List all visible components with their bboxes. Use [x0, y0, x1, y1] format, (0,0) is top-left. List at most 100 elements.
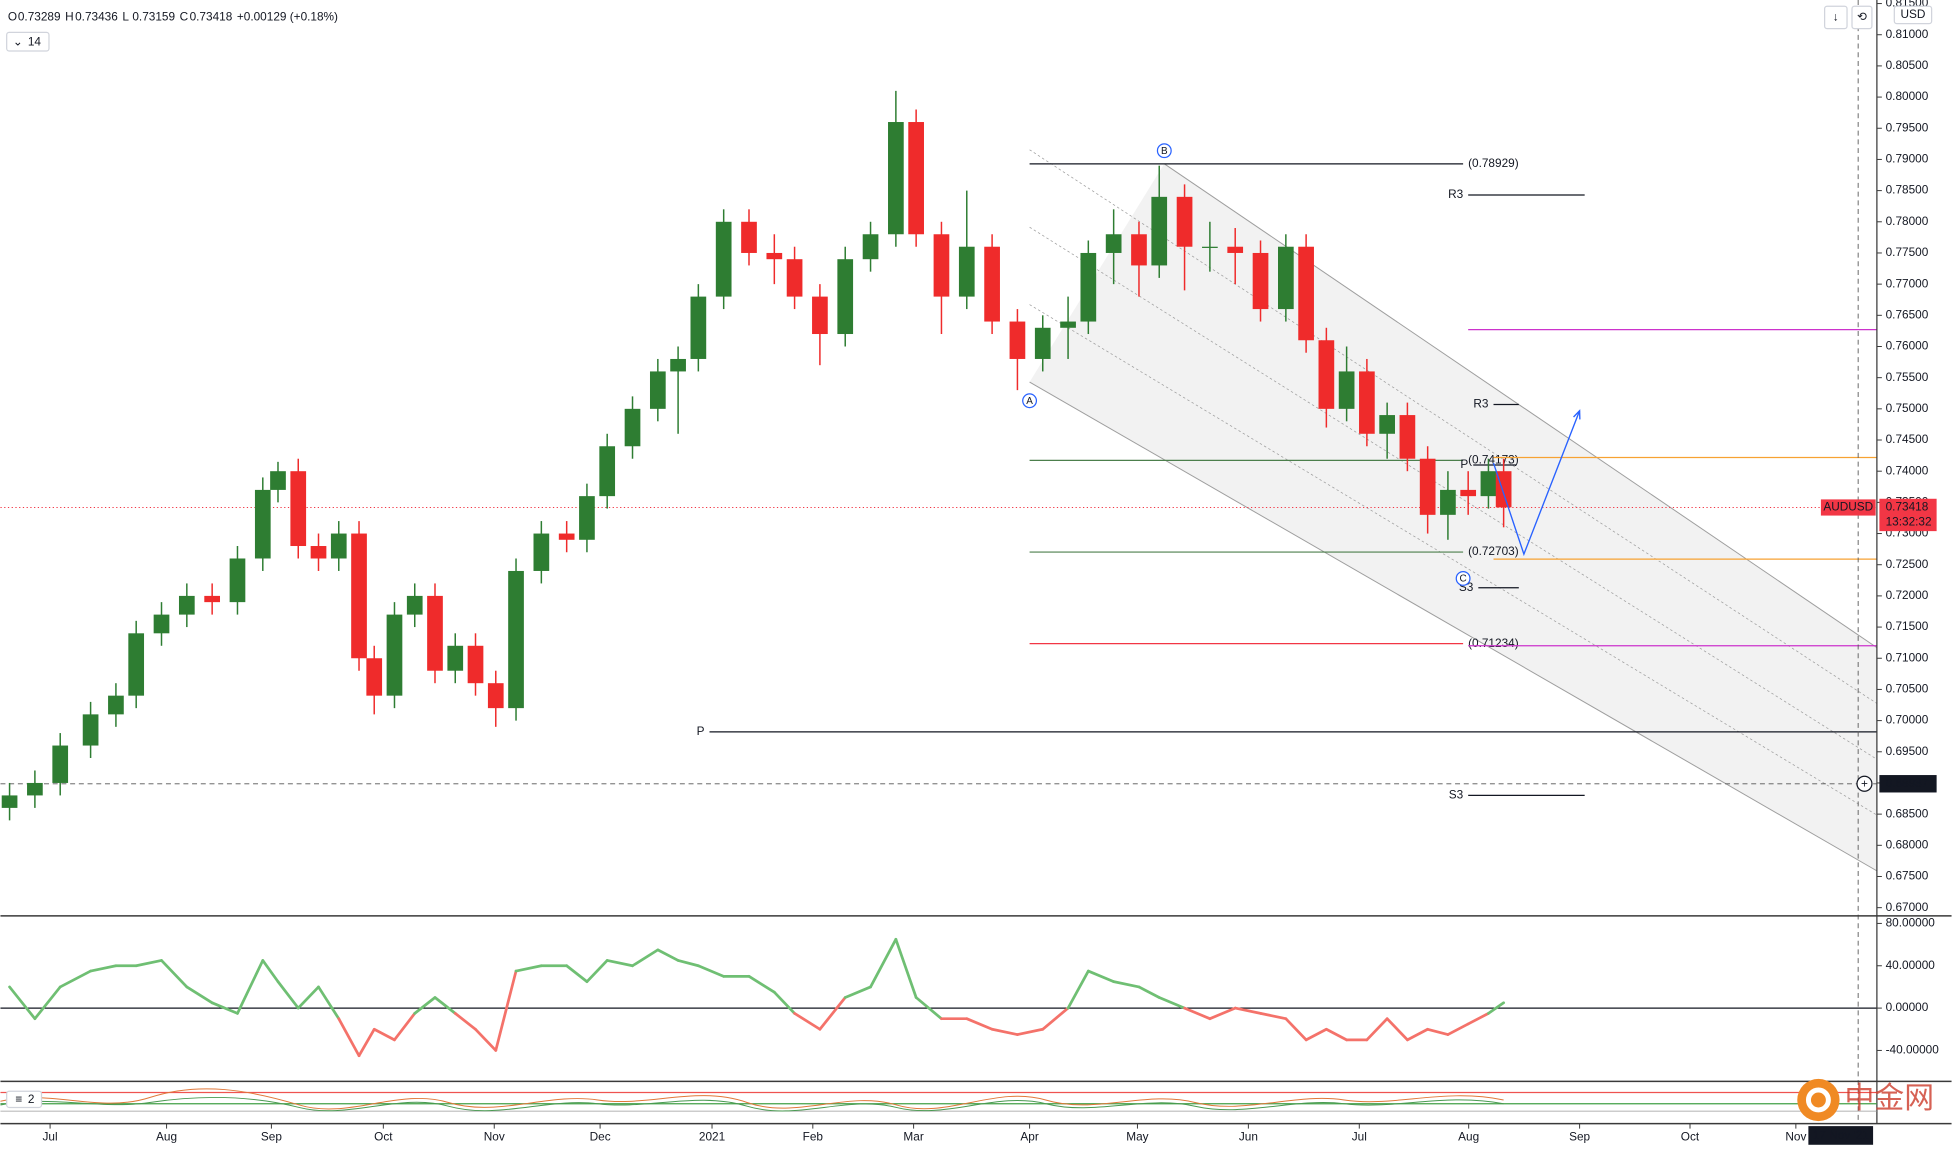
indicator-segment: [337, 1017, 361, 1058]
ohlc-value: 0.73159: [132, 10, 175, 24]
channel-layer: [1029, 149, 1878, 872]
y-tick-label: 0.79500: [1886, 120, 1929, 134]
ohlc-key: O: [8, 10, 17, 24]
level-label: S3: [1449, 788, 1464, 802]
projection-arrowhead: [1573, 409, 1581, 420]
level-label: P: [697, 724, 705, 738]
x-tick-label: May: [1126, 1129, 1148, 1143]
y-tick-label: 0.81000: [1886, 27, 1929, 41]
wave-label: B: [1161, 146, 1168, 157]
indicator-segment: [1137, 985, 1161, 999]
indicator-segment: [433, 996, 457, 1015]
indicator-segment: [1446, 1022, 1470, 1036]
candle-body: [1440, 489, 1456, 515]
indicator-segment: [276, 980, 300, 1010]
candle-body: [786, 259, 803, 297]
candle-body: [330, 533, 347, 559]
y-tick-label: 0.81500: [1886, 0, 1929, 10]
candle-body: [1277, 246, 1294, 310]
ohlc-value: 0.73418: [190, 10, 233, 24]
indicator-segment: [494, 969, 518, 1052]
candle-body: [1105, 234, 1122, 253]
x-tick-label: Aug: [1458, 1129, 1479, 1143]
candle-body: [153, 614, 170, 634]
levels-layer: (0.78929)R3R3(0.74173)P(0.72703)S3(0.712…: [0, 0, 1877, 1124]
indicator-segment: [210, 1001, 239, 1015]
candle-body: [888, 122, 904, 235]
candle-body: [52, 745, 69, 783]
crosshair-price-box: [1879, 775, 1937, 793]
watermark-logo: [1797, 1078, 1840, 1122]
candle-body: [812, 296, 828, 335]
y-tick-label: 0.75000: [1886, 401, 1929, 415]
indicator-segment: [317, 985, 341, 1021]
watermark: 中金网: [1845, 1082, 1935, 1115]
crosshair-date-label: 17 Nov '21: [1813, 1128, 1869, 1142]
indicator-segment: [1466, 1012, 1490, 1026]
candle-body: [741, 221, 757, 253]
y-tick-label: 0.68500: [1886, 806, 1929, 820]
indicator-segment: [631, 948, 660, 968]
indicator-y-tick-label: 40.00000: [1886, 958, 1936, 972]
indicator-segment: [89, 964, 118, 973]
crosshair-plus[interactable]: [1856, 775, 1873, 792]
indicator-segment: [1233, 1006, 1262, 1015]
x-tick-label: Jul: [1352, 1129, 1367, 1143]
candle-body: [1, 795, 18, 808]
indicator-segment: [990, 1027, 1019, 1036]
y-tick-label: 0.76500: [1886, 307, 1929, 321]
x-tick-label: 2021: [699, 1129, 725, 1143]
y-tick-label: 0.71000: [1886, 650, 1929, 664]
countdown: 13:32:32: [1886, 515, 1932, 529]
y-tick-label: 0.70000: [1886, 713, 1929, 727]
candle-body: [715, 221, 732, 297]
indicator-curve: [0, 1096, 1504, 1112]
candle-body: [366, 658, 383, 696]
candle-body: [1176, 196, 1193, 247]
candle-body: [649, 371, 666, 409]
candle-body: [1338, 371, 1355, 409]
candle-body: [1009, 321, 1026, 359]
indicator-segment: [696, 964, 726, 978]
y-tick-label: 0.71500: [1886, 619, 1929, 633]
currency-button[interactable]: [1893, 5, 1933, 25]
candle-body: [1151, 196, 1168, 266]
candle-body: [406, 595, 423, 615]
candle-body: [933, 234, 950, 297]
candle-body: [82, 714, 99, 746]
y-tick-label: 0.75500: [1886, 370, 1929, 384]
indicator-segment: [772, 990, 796, 1015]
last-price-box: [1879, 498, 1937, 532]
level-label: R3: [1448, 187, 1464, 201]
x-tick-label: Dec: [590, 1129, 611, 1143]
candle-body: [1080, 252, 1097, 322]
indicator-length: 14: [28, 34, 42, 48]
indicator-segment: [1208, 1006, 1237, 1021]
candle-body: [1460, 489, 1477, 497]
candle-body: [1298, 246, 1314, 341]
indicator-segment: [656, 948, 680, 962]
indicator-segment: [393, 1012, 417, 1042]
candle-body: [254, 489, 271, 559]
candle-body: [1379, 415, 1395, 434]
channel-inner: [1029, 304, 1878, 816]
candle-body: [837, 259, 854, 335]
indicator-segment: [372, 1027, 396, 1042]
candle-body: [467, 645, 484, 684]
candle-body: [108, 695, 124, 715]
second-indicator: ≡ 2: [0, 1088, 1877, 1112]
candle-body: [290, 471, 307, 547]
y-tick-label: 0.67000: [1886, 900, 1929, 914]
scroll-button[interactable]: [1824, 5, 1848, 30]
candle-body: [558, 533, 575, 540]
indicator-segment: [1304, 1027, 1328, 1042]
indicator-segment: [1324, 1027, 1348, 1042]
level-label: (0.72703): [1468, 544, 1519, 558]
candle-body: [1131, 234, 1147, 266]
candle-body: [1202, 246, 1218, 248]
candle-body: [690, 296, 707, 359]
x-tick-label: Oct: [374, 1129, 393, 1143]
indicator-length-box: [6, 31, 50, 52]
reset-button[interactable]: [1851, 5, 1873, 30]
level-label: (0.71234): [1468, 636, 1519, 650]
